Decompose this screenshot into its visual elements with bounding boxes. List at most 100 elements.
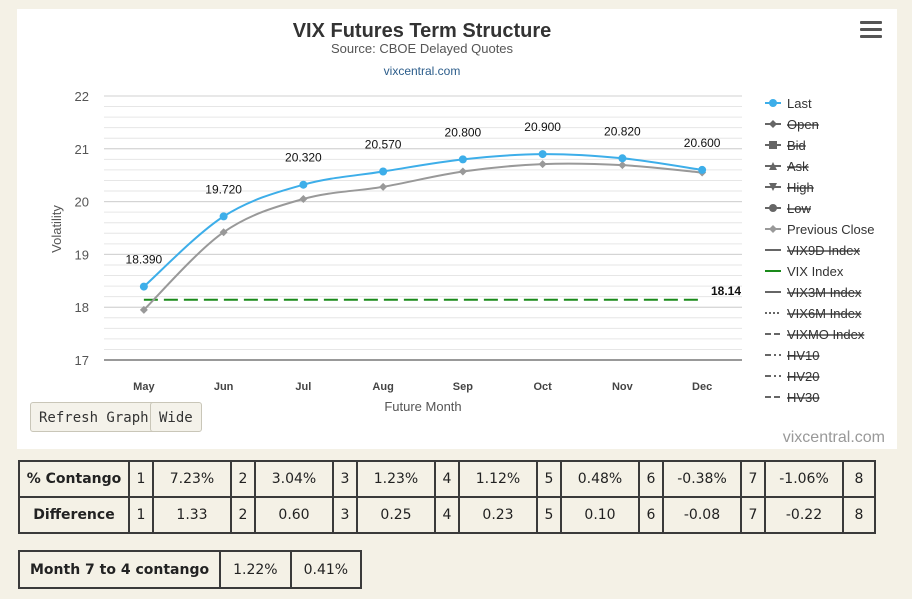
- vix-index-label: 18.14: [711, 284, 741, 298]
- month-number: 6: [638, 496, 664, 534]
- month-number: 2: [230, 496, 256, 534]
- summary-value: 1.22%: [219, 550, 292, 589]
- legend-marker: [769, 141, 777, 149]
- last-point: [139, 282, 148, 291]
- legend-item[interactable]: HV30: [787, 390, 820, 405]
- month-number: 1: [128, 496, 154, 534]
- cell-value: 7.23%: [152, 460, 232, 498]
- legend-item[interactable]: VIX Index: [787, 264, 844, 279]
- month-number: 3: [332, 460, 358, 498]
- previous-close-point: [139, 305, 148, 314]
- table-row: Difference 1 1.33 2 0.60 3 0.25 4 0.23 5 0.10 6 -0.0…: [18, 496, 876, 534]
- chart-credit: vixcentral.com: [782, 429, 885, 446]
- data-label: 19.720: [205, 182, 242, 196]
- wide-button[interactable]: Wide: [150, 402, 202, 432]
- summary-row: Month 7 to 4 contango 1.22% 0.41%: [17, 550, 363, 589]
- summary-value: 0.41%: [289, 550, 363, 589]
- x-tick-label: Jun: [214, 381, 234, 393]
- x-tick-label: Aug: [372, 381, 393, 393]
- previous-close-point: [299, 194, 308, 203]
- legend-item[interactable]: High: [787, 180, 814, 195]
- y-tick-label: 21: [75, 142, 89, 157]
- legend-item[interactable]: Ask: [787, 159, 809, 174]
- last-point: [379, 167, 388, 176]
- legend-marker: [769, 204, 777, 212]
- legend-item[interactable]: Previous Close: [787, 222, 874, 237]
- previous-close-point: [538, 160, 547, 169]
- cell-value: 0.25: [356, 496, 436, 534]
- table-row: % Contango 1 7.23% 2 3.04% 3 1.23% 4 1.12% 5 0.48%…: [18, 460, 876, 498]
- cell-value: 3.04%: [254, 460, 334, 498]
- month-number: 2: [230, 460, 256, 498]
- month-number: 5: [536, 496, 562, 534]
- x-tick-label: Nov: [612, 381, 634, 393]
- legend-item[interactable]: VIX3M Index: [787, 285, 862, 300]
- refresh-graph-button[interactable]: Refresh Graph: [30, 402, 158, 432]
- chart-title: VIX Futures Term Structure: [293, 20, 552, 42]
- legend-item[interactable]: Open: [787, 117, 819, 132]
- legend-item[interactable]: Bid: [787, 138, 806, 153]
- legend-marker: [769, 99, 777, 107]
- month-number: 1: [128, 460, 154, 498]
- cell-value: -0.22: [764, 496, 844, 534]
- data-label: 20.600: [684, 136, 721, 150]
- month-number: 5: [536, 460, 562, 498]
- month-number: 7: [740, 496, 766, 534]
- data-label: 20.820: [604, 124, 641, 138]
- last-point: [618, 154, 627, 163]
- cell-value: -0.08: [662, 496, 742, 534]
- legend-marker: [769, 183, 777, 191]
- x-tick-label: Oct: [533, 381, 552, 393]
- data-label: 20.320: [285, 151, 322, 165]
- month-number: 8: [842, 460, 876, 498]
- row-label: Difference: [18, 496, 130, 534]
- legend-item[interactable]: Last: [787, 96, 812, 111]
- cell-value: 1.23%: [356, 460, 436, 498]
- chart-subtitle: Source: CBOE Delayed Quotes: [331, 41, 514, 56]
- legend-item[interactable]: VIX9D Index: [787, 243, 860, 258]
- cell-value: 0.10: [560, 496, 640, 534]
- cell-value: 0.60: [254, 496, 334, 534]
- last-point: [538, 150, 547, 159]
- legend-item[interactable]: VIXMO Index: [787, 327, 865, 342]
- summary-table: Month 7 to 4 contango 1.22% 0.41%: [17, 550, 363, 589]
- row-label: % Contango: [18, 460, 130, 498]
- x-tick-label: Jul: [295, 381, 311, 393]
- y-tick-label: 20: [75, 195, 89, 210]
- legend-item[interactable]: HV20: [787, 369, 820, 384]
- legend-marker: [769, 120, 777, 128]
- cell-value: 0.23: [458, 496, 538, 534]
- legend-item[interactable]: HV10: [787, 348, 820, 363]
- month-number: 6: [638, 460, 664, 498]
- contango-table: % Contango 1 7.23% 2 3.04% 3 1.23% 4 1.12% 5 0.48%…: [18, 460, 876, 534]
- last-point: [299, 180, 308, 189]
- last-point: [219, 212, 228, 221]
- previous-close-point: [379, 182, 388, 191]
- cell-value: 1.12%: [458, 460, 538, 498]
- chart-link: vixcentral.com: [384, 64, 461, 78]
- data-label: 20.570: [365, 138, 402, 152]
- x-tick-label: May: [133, 381, 155, 393]
- legend-marker: [769, 225, 777, 233]
- cell-value: -0.38%: [662, 460, 742, 498]
- y-axis-title: Volatility: [49, 205, 64, 253]
- summary-label: Month 7 to 4 contango: [17, 550, 222, 589]
- data-label: 20.900: [524, 120, 561, 134]
- x-tick-label: Sep: [453, 381, 473, 393]
- legend-item[interactable]: Low: [787, 201, 811, 216]
- month-number: 4: [434, 460, 460, 498]
- chart-panel: VIX Futures Term Structure Source: CBOE D…: [17, 9, 897, 449]
- cell-value: -1.06%: [764, 460, 844, 498]
- last-point: [698, 165, 707, 174]
- x-axis-title: Future Month: [384, 399, 461, 414]
- legend-item[interactable]: VIX6M Index: [787, 306, 862, 321]
- data-label: 20.800: [445, 125, 482, 139]
- previous-close-point: [219, 228, 228, 237]
- y-tick-label: 19: [75, 247, 89, 262]
- data-label: 18.390: [126, 253, 163, 267]
- chart-menu-icon[interactable]: [860, 21, 882, 41]
- month-number: 8: [842, 496, 876, 534]
- last-point: [458, 155, 467, 164]
- last-line: [143, 153, 703, 288]
